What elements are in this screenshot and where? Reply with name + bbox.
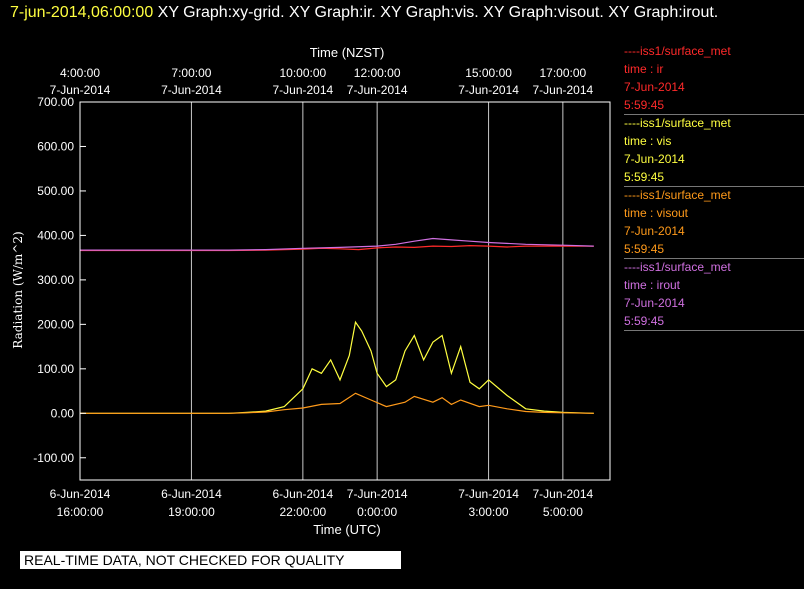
legend-time: 5:59:45 (624, 242, 665, 256)
top-tick-date-label: 7-Jun-2014 (458, 83, 519, 97)
y-tick-label: 500.00 (37, 184, 74, 198)
x-tick-time-label: 3:00:00 (469, 505, 509, 519)
legend-var: time : ir (624, 62, 664, 76)
top-tick-time-label: 10:00:00 (279, 66, 326, 80)
graph-list-label: XY Graph:xy-grid. XY Graph:ir. XY Graph:… (153, 4, 719, 21)
y-tick-label: 700.00 (37, 95, 74, 109)
legend-var: time : irout (624, 278, 681, 292)
x-tick-date-label: 7-Jun-2014 (347, 487, 408, 501)
legend-date: 7-Jun-2014 (624, 224, 685, 238)
x-tick-time-label: 22:00:00 (279, 505, 326, 519)
y-tick-label: 0.00 (51, 406, 75, 420)
series-line-irout (80, 237, 594, 251)
top-tick-date-label: 7-Jun-2014 (272, 83, 333, 97)
top-tick-time-label: 17:00:00 (539, 66, 586, 80)
top-tick-date-label: 7-Jun-2014 (347, 83, 408, 97)
top-tick-time-label: 7:00:00 (171, 66, 211, 80)
top-tick-time-label: 12:00:00 (354, 66, 401, 80)
y-axis-title: Radiation (W/m^2) (11, 231, 25, 348)
series-line-visout (80, 392, 594, 414)
legend-title: ----iss1/surface_met (624, 260, 731, 274)
legend-date: 7-Jun-2014 (624, 80, 685, 94)
legend-time: 5:59:45 (624, 98, 665, 112)
y-tick-label: -100.00 (33, 451, 74, 465)
legend-separator (624, 258, 804, 259)
legend-var: time : vis (624, 134, 672, 148)
y-tick-label: 600.00 (37, 139, 74, 153)
timestamp-label: 7-jun-2014,06:00:00 (10, 4, 154, 21)
x-tick-date-label: 6-Jun-2014 (272, 487, 333, 501)
bottom-axis-title: Time (UTC) (313, 522, 380, 537)
y-tick-label: 300.00 (37, 273, 74, 287)
top-tick-time-label: 4:00:00 (60, 66, 100, 80)
legend-title: ----iss1/surface_met (624, 44, 731, 58)
y-tick-label: 100.00 (37, 362, 74, 376)
legend-separator (624, 330, 804, 331)
window-title: 7-jun-2014,06:00:00 XY Graph:xy-grid. XY… (10, 2, 794, 24)
plot-frame (79, 101, 611, 481)
x-tick-date-label: 7-Jun-2014 (532, 487, 593, 501)
legend-date: 7-Jun-2014 (624, 296, 685, 310)
x-tick-date-label: 6-Jun-2014 (161, 487, 222, 501)
x-tick-time-label: 16:00:00 (57, 505, 104, 519)
x-tick-date-label: 7-Jun-2014 (458, 487, 519, 501)
top-tick-time-label: 15:00:00 (465, 66, 512, 80)
top-axis-title: Time (NZST) (310, 45, 385, 60)
top-tick-date-label: 7-Jun-2014 (161, 83, 222, 97)
x-tick-time-label: 5:00:00 (543, 505, 583, 519)
y-tick-label: 400.00 (37, 228, 74, 242)
quality-warning-banner: REAL-TIME DATA, NOT CHECKED FOR QUALITY (20, 551, 401, 569)
legend-time: 5:59:45 (624, 170, 665, 184)
y-tick-label: 200.00 (37, 317, 74, 331)
legend-time: 5:59:45 (624, 314, 665, 328)
top-tick-date-label: 7-Jun-2014 (532, 83, 593, 97)
legend-separator (624, 186, 804, 187)
legend-title: ----iss1/surface_met (624, 188, 731, 202)
legend-title: ----iss1/surface_met (624, 116, 731, 130)
x-tick-time-label: 0:00:00 (357, 505, 397, 519)
x-tick-date-label: 6-Jun-2014 (50, 487, 111, 501)
legend-date: 7-Jun-2014 (624, 152, 685, 166)
legend-var: time : visout (624, 206, 689, 220)
top-tick-date-label: 7-Jun-2014 (50, 83, 111, 97)
x-tick-time-label: 19:00:00 (168, 505, 215, 519)
legend-separator (624, 114, 804, 115)
series-line-vis (80, 320, 594, 414)
